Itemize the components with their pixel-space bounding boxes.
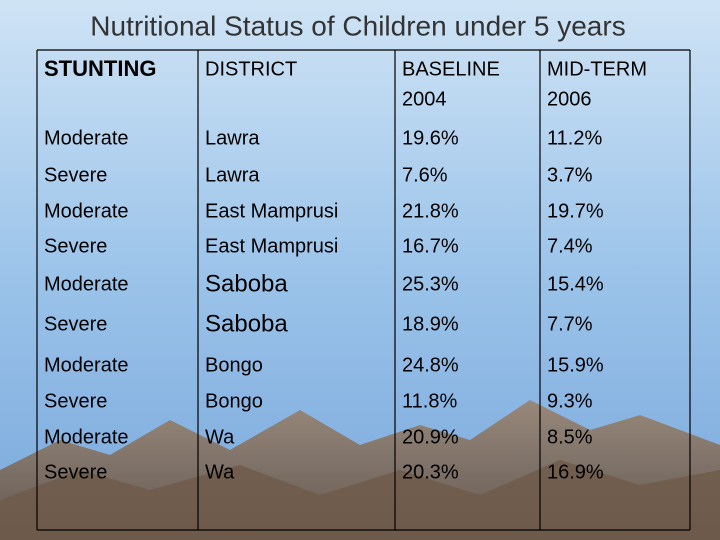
table-cell: 7.4% xyxy=(547,235,593,257)
table-cell: 20.9% xyxy=(402,426,459,448)
table-cell: Severe xyxy=(44,235,107,257)
slide-title: Nutritional Status of Children under 5 y… xyxy=(90,10,625,41)
header-cell: BASELINE xyxy=(402,58,500,80)
table-cell: Saboba xyxy=(205,310,288,337)
header-cell: DISTRICT xyxy=(205,58,297,80)
table-cell: 11.2% xyxy=(547,127,602,149)
table-cell: 11.8% xyxy=(402,390,457,412)
table-cell: 20.3% xyxy=(402,461,459,483)
table-cell: 8.5% xyxy=(547,426,593,448)
table-cell: Moderate xyxy=(44,200,129,222)
table-cell: 7.6% xyxy=(402,164,448,186)
table-cell: Moderate xyxy=(44,273,129,295)
table-cell: 19.7% xyxy=(547,200,604,222)
table-cell: East Mamprusi xyxy=(205,200,338,222)
table-cell: 24.8% xyxy=(402,354,459,376)
table-cell: 16.7% xyxy=(402,235,459,257)
header-cell: MID-TERM xyxy=(547,58,647,80)
header-cell: 2004 xyxy=(402,88,447,110)
table-cell: Severe xyxy=(44,313,107,335)
table-cell: Severe xyxy=(44,164,107,186)
table-cell: Bongo xyxy=(205,354,263,376)
table-cell: 15.4% xyxy=(547,273,604,295)
table-cell: 15.9% xyxy=(547,354,604,376)
table-cell: 7.7% xyxy=(547,313,593,335)
table-cell: Moderate xyxy=(44,127,129,149)
table-cell: Bongo xyxy=(205,390,263,412)
table-cell: 16.9% xyxy=(547,461,604,483)
table-cell: 19.6% xyxy=(402,127,459,149)
header-cell: STUNTING xyxy=(44,56,156,81)
table-cell: 9.3% xyxy=(547,390,593,412)
table-cell: East Mamprusi xyxy=(205,235,338,257)
table-cell: 3.7% xyxy=(547,164,593,186)
table-cell: Saboba xyxy=(205,270,288,297)
table-cell: Wa xyxy=(205,426,235,448)
table-cell: 18.9% xyxy=(402,313,459,335)
header-cell: 2006 xyxy=(547,88,592,110)
table-cell: Lawra xyxy=(205,164,260,186)
table: STUNTING DISTRICT BASELINE 2004 MID-TERM 2006… xyxy=(36,49,691,531)
table-cell: Severe xyxy=(44,461,107,483)
table-cell: 25.3% xyxy=(402,273,459,295)
table-cell: Moderate xyxy=(44,426,129,448)
table-cell: 21.8% xyxy=(402,200,459,222)
table-cell: Lawra xyxy=(205,127,260,149)
table-cell: Wa xyxy=(205,461,235,483)
table-cell: Severe xyxy=(44,390,107,412)
table-cell: Moderate xyxy=(44,354,129,376)
